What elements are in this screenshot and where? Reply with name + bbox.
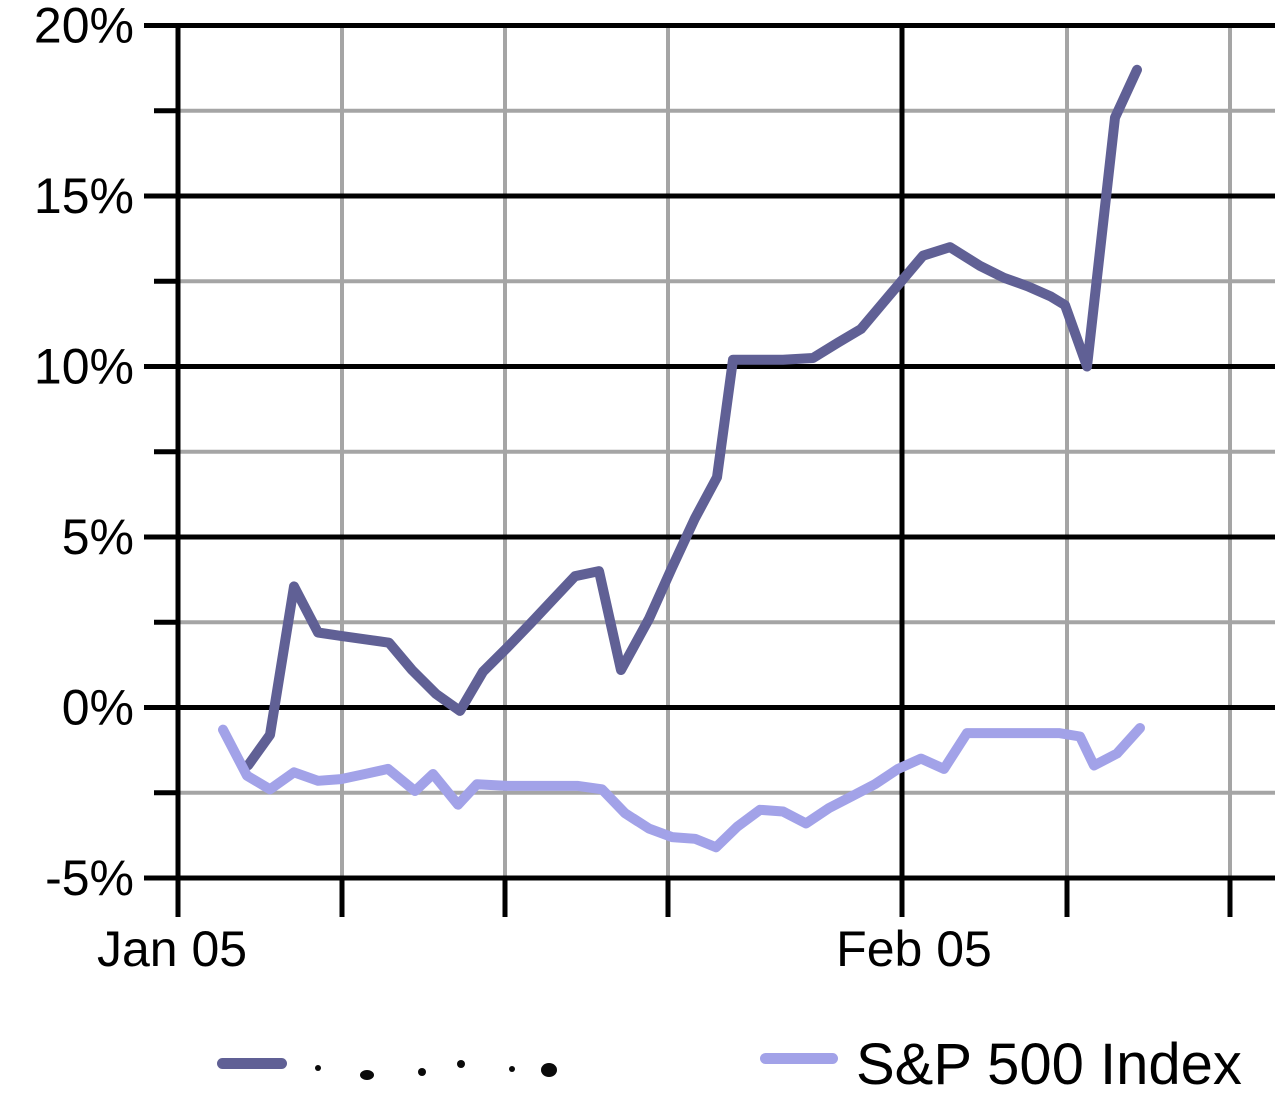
y-axis-label: 20% [34,0,134,54]
y-axis-label: 10% [34,339,134,395]
ink-speck [418,1068,426,1076]
x-axis-label: Jan 05 [97,921,247,977]
series-line-fund [243,64,1142,771]
ink-speck [315,1065,321,1071]
ink-speck [360,1070,374,1080]
x-axis-label: Feb 05 [836,921,992,977]
series-line-sp500 [218,723,1145,853]
ink-speck [509,1066,515,1072]
legend-label-sp500: S&P 500 Index [856,1032,1242,1097]
ink-speck [457,1060,465,1068]
y-axis-label: 5% [62,509,134,565]
legend-swatch-sp500 [760,1053,838,1064]
y-axis-label: 15% [34,168,134,224]
legend-swatch-fund [217,1058,287,1069]
y-axis-label: 0% [62,680,134,736]
y-axis-label: -5% [45,850,134,906]
ink-speck [541,1063,557,1077]
